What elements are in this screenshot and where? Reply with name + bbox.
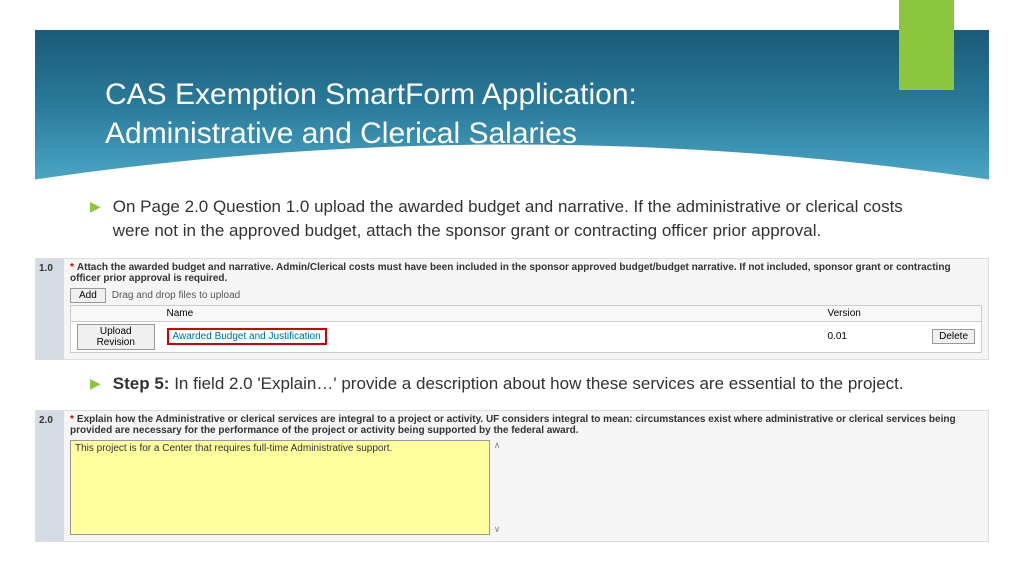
bullet-1-text: On Page 2.0 Question 1.0 upload the awar… — [113, 195, 934, 243]
add-button[interactable]: Add — [70, 288, 106, 303]
drag-drop-label: Drag and drop files to upload — [112, 290, 240, 301]
explain-textarea[interactable]: This project is for a Center that requir… — [70, 440, 490, 535]
upload-revision-button[interactable]: Upload Revision — [77, 324, 155, 350]
slide-header: CAS Exemption SmartForm Application: Adm… — [35, 30, 989, 180]
form-2-label-text: Explain how the Administrative or cleric… — [70, 414, 956, 436]
header-curve — [35, 141, 989, 181]
scrollbar-icon: ∧∨ — [490, 440, 504, 535]
textarea-wrapper: This project is for a Center that requir… — [70, 440, 982, 535]
title-line-1: CAS Exemption SmartForm Application: — [105, 78, 637, 111]
col-name-header: Name — [161, 305, 822, 321]
form-1-label: *Attach the awarded budget and narrative… — [70, 262, 982, 284]
form-2-number: 2.0 — [36, 411, 64, 541]
form-1-number: 1.0 — [36, 259, 64, 359]
bullet-arrow-icon: ▶ — [90, 198, 101, 215]
form-1-body: *Attach the awarded budget and narrative… — [64, 259, 988, 359]
file-row: Upload Revision Awarded Budget and Justi… — [71, 321, 982, 352]
bullet-1: ▶ On Page 2.0 Question 1.0 upload the aw… — [35, 195, 989, 253]
form-1-label-text: Attach the awarded budget and narrative.… — [70, 262, 951, 284]
delete-button[interactable]: Delete — [932, 329, 975, 344]
file-table: Name Version Upload Revision Awarded Bud… — [70, 305, 982, 353]
slide-content: ▶ On Page 2.0 Question 1.0 upload the aw… — [35, 195, 989, 554]
col-version-header: Version — [822, 305, 922, 321]
form-section-2: 2.0 *Explain how the Administrative or c… — [35, 410, 989, 542]
bullet-2: ▶ Step 5: In field 2.0 'Explain…' provid… — [35, 372, 989, 406]
form-1-add-row: Add Drag and drop files to upload — [70, 288, 982, 303]
accent-tab — [899, 0, 954, 90]
form-2-body: *Explain how the Administrative or cleri… — [64, 411, 988, 541]
bullet-2-text: Step 5: In field 2.0 'Explain…' provide … — [113, 372, 904, 396]
bullet-2-prefix: Step 5: — [113, 374, 170, 393]
bullet-arrow-icon: ▶ — [90, 375, 101, 392]
file-link[interactable]: Awarded Budget and Justification — [167, 328, 327, 345]
form-2-label: *Explain how the Administrative or cleri… — [70, 414, 982, 436]
form-section-1: 1.0 *Attach the awarded budget and narra… — [35, 258, 989, 360]
file-version: 0.01 — [822, 321, 922, 352]
bullet-2-rest: In field 2.0 'Explain…' provide a descri… — [169, 374, 903, 393]
